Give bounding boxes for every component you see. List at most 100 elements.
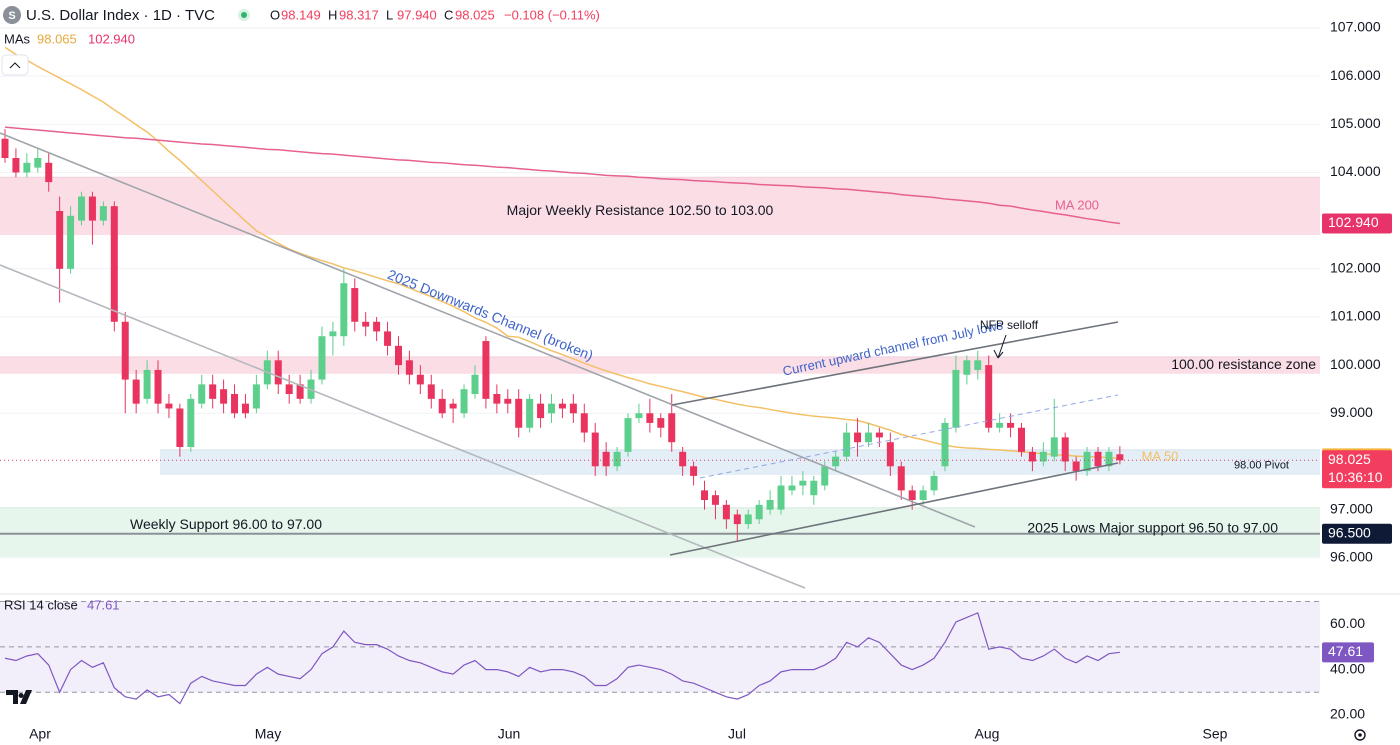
candle-body	[537, 403, 545, 419]
ma-value: 98.065	[37, 31, 77, 46]
candle-body	[941, 422, 949, 467]
candle-body	[799, 480, 807, 486]
candle-body	[154, 369, 162, 404]
candle-body	[198, 384, 206, 404]
y-tick-label: 105.000	[1330, 115, 1381, 131]
candle-body	[974, 360, 982, 370]
candle-body	[580, 413, 588, 433]
candle-body	[1094, 451, 1102, 467]
candle-body	[471, 374, 479, 395]
trend-line	[671, 321, 1119, 406]
candle-body	[602, 451, 610, 467]
candle-body	[318, 336, 326, 380]
y-tick-label: 99.000	[1330, 404, 1373, 420]
candle-body	[176, 408, 184, 448]
rsi-badge	[1322, 642, 1374, 663]
settings-icon[interactable]	[1354, 729, 1366, 741]
candle-body	[165, 403, 173, 409]
price-badge	[1322, 213, 1392, 234]
candle-body	[329, 331, 337, 337]
y-tick-label: 100.000	[1330, 356, 1381, 372]
zone	[0, 507, 1320, 557]
mas-label: MAs	[4, 31, 31, 46]
candle-body	[504, 398, 512, 404]
candle-body	[121, 321, 129, 380]
candle-body	[679, 451, 687, 467]
y-tick-label: 20.00	[1330, 706, 1365, 722]
candle-body	[1105, 451, 1113, 467]
ohlc-value: 97.940	[397, 7, 437, 22]
candle-body	[722, 504, 730, 520]
trend-line	[699, 394, 1119, 479]
support-label: 2025 Lows Major support 96.50 to 97.00	[1027, 519, 1278, 535]
zone	[160, 449, 1320, 475]
annotation: NFP selloff	[980, 318, 1039, 332]
candle-body	[405, 360, 413, 375]
candle-body	[449, 403, 457, 409]
candle-body	[788, 485, 796, 491]
candle-body	[231, 394, 239, 414]
logo	[6, 690, 32, 704]
candle-body	[56, 210, 64, 269]
candle-body	[187, 398, 195, 448]
candle-body	[1039, 451, 1047, 462]
candle-body	[569, 403, 577, 414]
rsi-line	[4, 612, 1120, 705]
candle-body	[78, 196, 86, 221]
price-badge-label: 96.500	[1328, 524, 1371, 540]
symbol-title[interactable]: U.S. Dollar Index · 1D · TVC	[26, 7, 215, 24]
candle-body	[897, 466, 905, 491]
candle-body	[613, 451, 621, 467]
y-tick-label: 40.00	[1330, 660, 1365, 676]
candle-body	[23, 162, 31, 173]
y-tick-label: 104.000	[1330, 163, 1381, 179]
annotation: MA 200	[1055, 197, 1099, 212]
candle-body	[241, 403, 249, 414]
candle-body	[711, 495, 719, 505]
symbol-icon	[3, 6, 21, 24]
settings-icon	[1358, 733, 1362, 737]
candle-body	[1061, 437, 1069, 462]
candle-body	[143, 369, 151, 399]
ohlc-key: O	[270, 7, 280, 22]
y-tick-label: 97.000	[1330, 500, 1373, 516]
rsi-badge-label: 47.61	[1328, 643, 1363, 659]
y-tick-label: 96.000	[1330, 549, 1373, 565]
y-tick-label: 102.000	[1330, 259, 1381, 275]
candle-body	[591, 432, 599, 467]
candle-body	[886, 442, 894, 467]
x-tick-label: Aug	[975, 726, 1000, 742]
candle-body	[515, 398, 523, 428]
candle-body	[285, 384, 293, 395]
candle-body	[67, 215, 75, 269]
candle-body	[252, 384, 260, 409]
rsi-value: 47.61	[87, 597, 120, 612]
candle-body	[274, 360, 282, 385]
ohlc-value: 98.149	[281, 7, 321, 22]
candle-body	[1116, 454, 1124, 461]
candle-body	[744, 514, 752, 525]
candle-body	[384, 331, 392, 346]
candle-body	[45, 162, 53, 183]
candle-body	[296, 384, 304, 399]
trend-line	[669, 462, 1119, 556]
candle-body	[1007, 422, 1015, 428]
candle-body	[843, 432, 851, 457]
candle-body	[875, 432, 883, 438]
candle-body	[810, 480, 818, 496]
candle-body	[777, 485, 785, 510]
candle-body	[220, 389, 228, 404]
candle-body	[558, 403, 566, 409]
candle-body	[351, 288, 359, 322]
x-tick-label: Jul	[728, 726, 746, 742]
zone-label: Major Weekly Resistance 102.50 to 103.00	[507, 202, 774, 218]
candle-body	[1028, 451, 1036, 462]
ohlc-value: 98.317	[339, 7, 379, 22]
candle-body	[110, 206, 118, 322]
candle-body	[657, 418, 665, 428]
zone	[0, 177, 1320, 236]
y-tick-label: 106.000	[1330, 67, 1381, 83]
collapse-button[interactable]	[1, 54, 29, 76]
collapse-icon	[9, 62, 21, 69]
ohlc-legend: O 98.149 H 98.317 L 97.940 C 98.025 −0.108 (−0.1…	[270, 7, 600, 22]
